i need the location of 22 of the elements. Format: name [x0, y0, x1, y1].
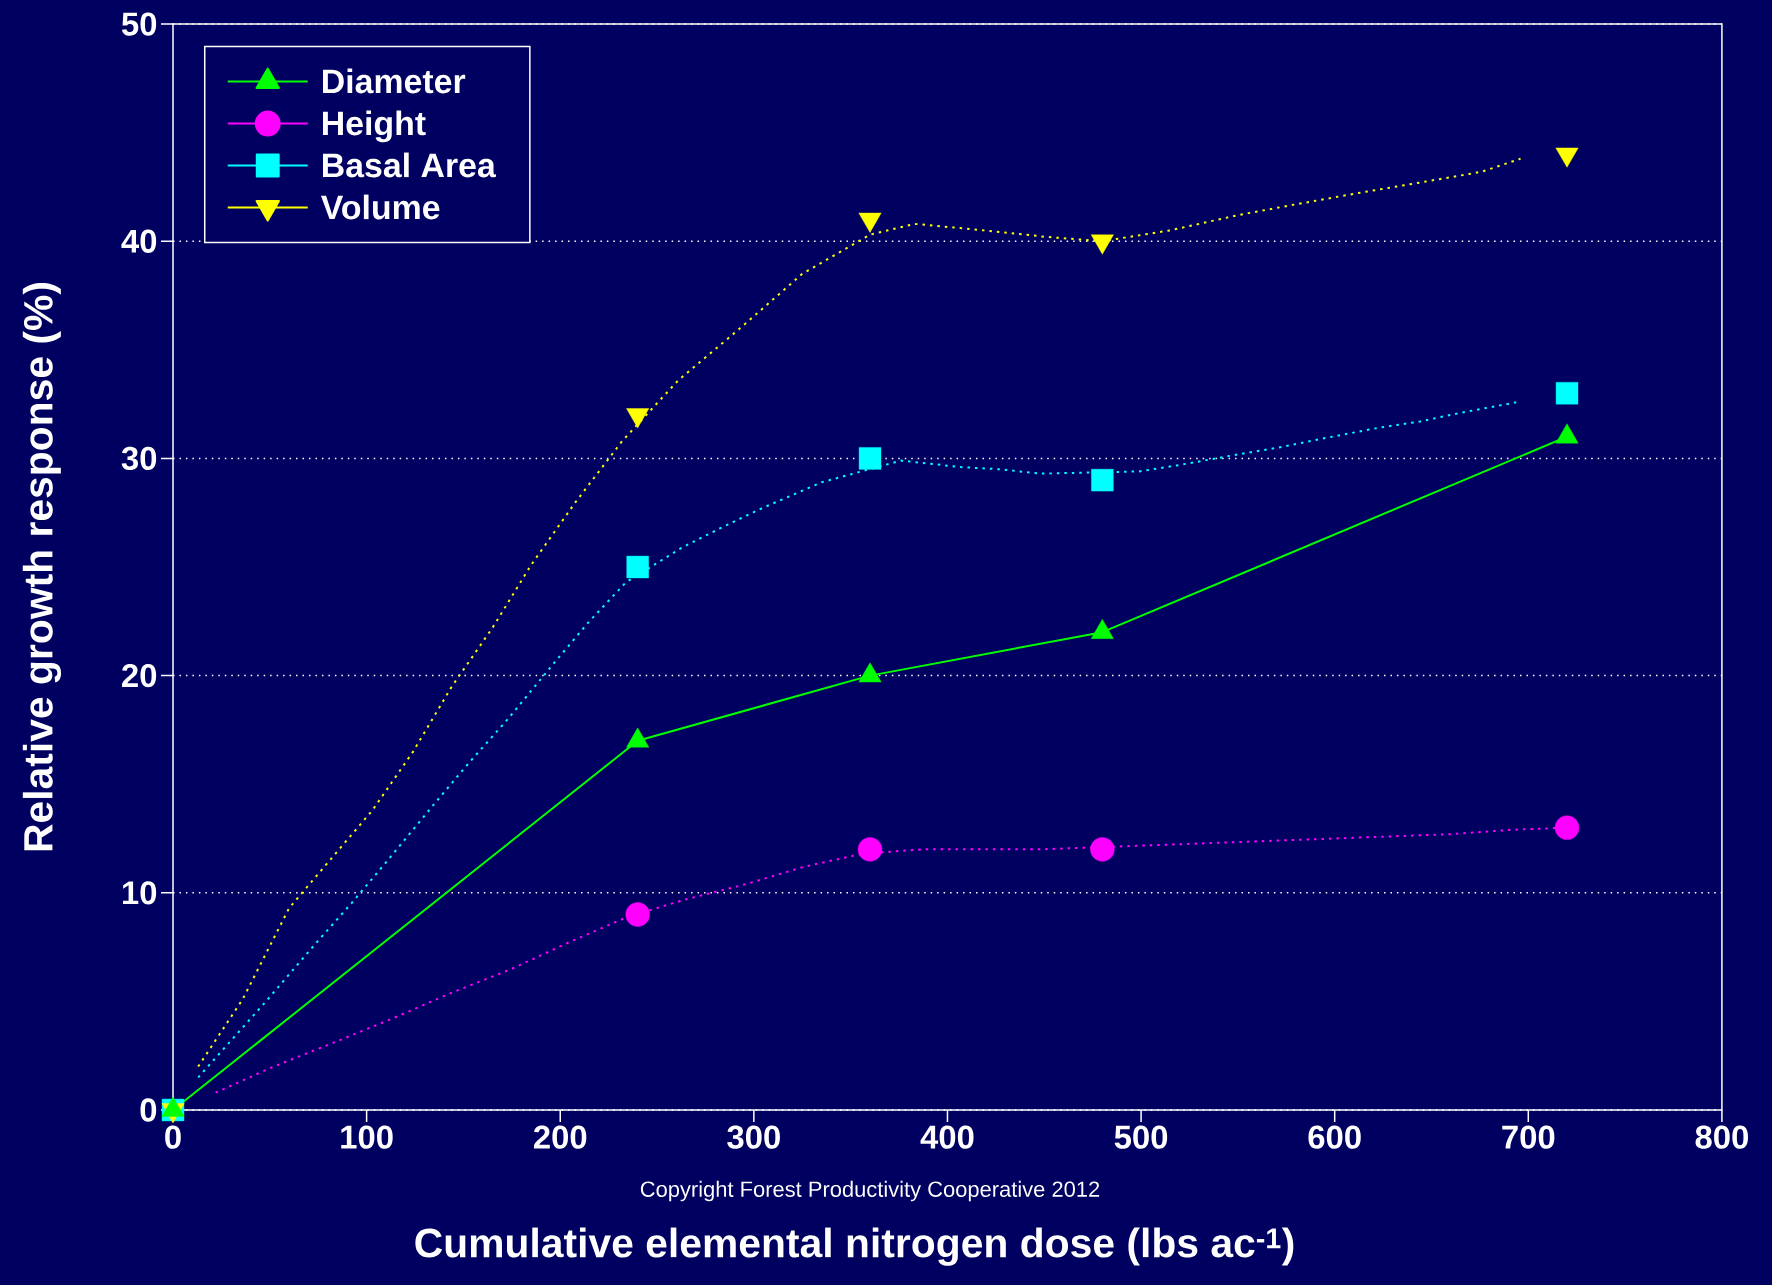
legend-label: Diameter: [323, 68, 466, 94]
y-tick-label: 50: [121, 12, 157, 36]
x-axis-title: Cumulative elemental nitrogen dose (lbs ac$^{-1}$): [415, 1227, 1294, 1266]
x-tick-label: 0: [165, 1125, 181, 1149]
y-axis-title: Relative growth response (%): [22, 283, 62, 851]
y-tick-label: 0: [140, 1098, 157, 1122]
x-tick-label: 800: [1695, 1125, 1748, 1149]
x-tick-label: 200: [533, 1125, 587, 1149]
y-tick-label: 20: [122, 663, 157, 688]
text: Copyright Forest Productivity Cooperative 2012: [640, 1180, 1100, 1202]
x-tick-label: 400: [920, 1125, 974, 1149]
legend-label: Height: [323, 110, 426, 143]
x-tick-label: 100: [341, 1125, 393, 1149]
legend-label: Volume: [320, 194, 440, 220]
x-tick-label: 700: [1502, 1125, 1555, 1149]
y-tick-label: 40: [121, 229, 157, 253]
y-tick-label: 10: [122, 881, 157, 905]
y-tick-label: 30: [121, 446, 157, 471]
x-tick-label: 300: [727, 1125, 780, 1149]
legend-label: Basal Area: [323, 152, 497, 178]
x-tick-label: 500: [1114, 1125, 1168, 1149]
x-tick-label: 600: [1308, 1125, 1361, 1149]
